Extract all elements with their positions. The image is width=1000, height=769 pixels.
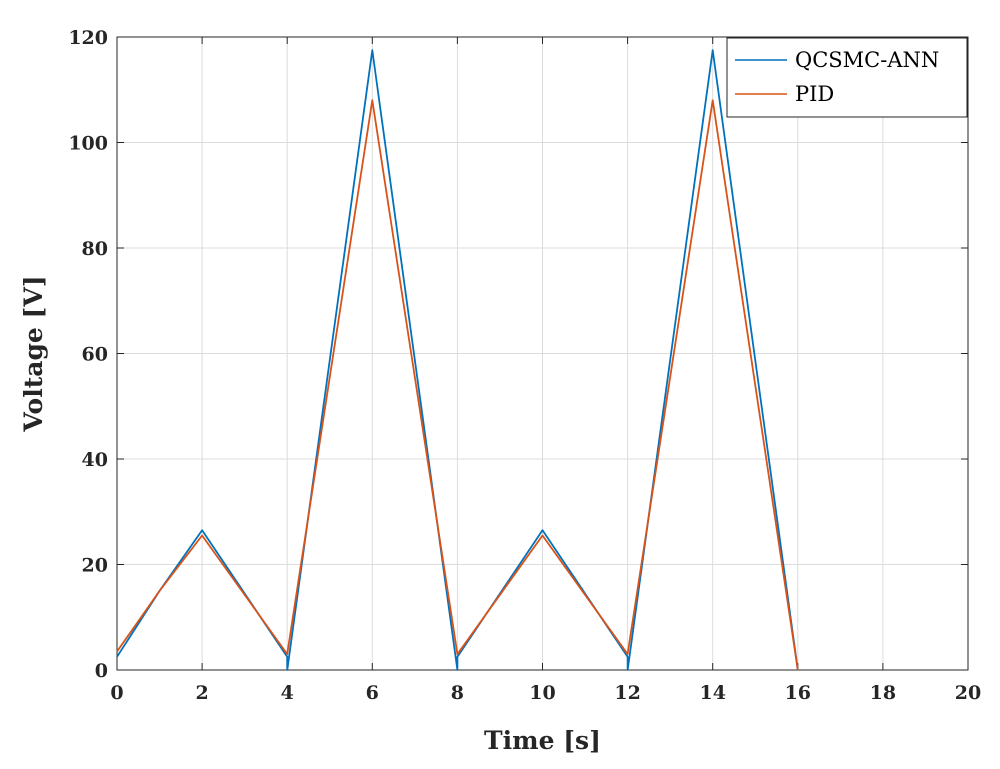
plot-frame bbox=[116, 36, 969, 671]
x-tick-label: 0 bbox=[110, 682, 123, 704]
legend-label-pid: PID bbox=[795, 82, 834, 106]
y-tick-label: 100 bbox=[68, 133, 108, 155]
y-tick-label: 40 bbox=[82, 449, 108, 471]
grid bbox=[116, 36, 969, 671]
tick-labels: 0 2 4 6 8 10 12 14 16 18 20 0 20 40 60 80 100 120 bbox=[68, 27, 981, 704]
series bbox=[116, 49, 799, 671]
series-line-qcsmc-ann bbox=[116, 49, 799, 671]
y-axis-title: Voltage [V] bbox=[19, 275, 48, 432]
x-tick-label: 2 bbox=[195, 682, 208, 704]
x-tick-label: 10 bbox=[529, 682, 555, 704]
legend: QCSMC-ANN PID bbox=[726, 37, 968, 118]
x-tick-label: 6 bbox=[366, 682, 379, 704]
x-tick-label: 4 bbox=[281, 682, 294, 704]
y-tick-label: 80 bbox=[82, 238, 108, 260]
x-tick-label: 18 bbox=[870, 682, 896, 704]
y-tick-label: 0 bbox=[95, 660, 108, 682]
y-tick-label: 60 bbox=[82, 344, 108, 366]
x-tick-label: 8 bbox=[451, 682, 464, 704]
x-tick-label: 16 bbox=[785, 682, 811, 704]
y-tick-label: 120 bbox=[68, 27, 108, 49]
x-axis-title: Time [s] bbox=[484, 726, 601, 755]
series-line-pid bbox=[116, 99, 799, 671]
legend-label-qcsmc-ann: QCSMC-ANN bbox=[795, 48, 939, 72]
x-tick-label: 20 bbox=[955, 682, 981, 704]
x-tick-label: 12 bbox=[614, 682, 640, 704]
y-tick-label: 20 bbox=[82, 555, 108, 577]
x-tick-label: 14 bbox=[699, 682, 725, 704]
legend-box bbox=[726, 37, 968, 118]
